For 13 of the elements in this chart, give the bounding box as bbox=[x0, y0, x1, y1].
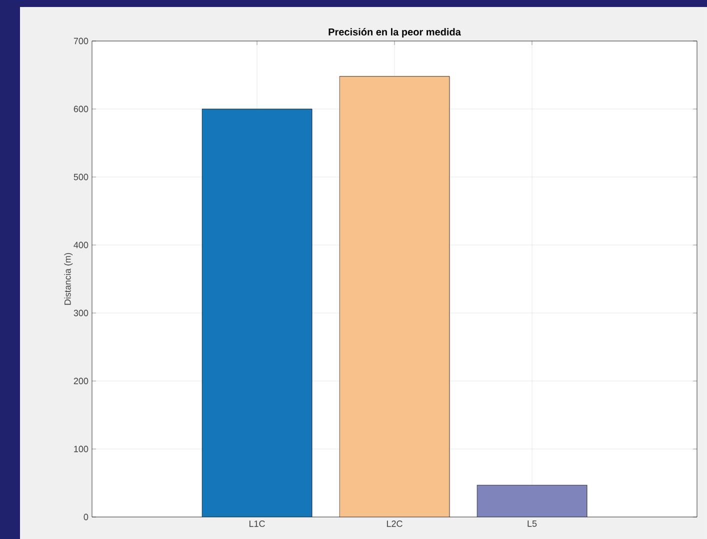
x-tick-label: L1C bbox=[249, 520, 265, 527]
y-tick-label: 400 bbox=[74, 242, 88, 248]
y-tick-label: 100 bbox=[74, 446, 88, 452]
y-tick-label: 0 bbox=[84, 514, 88, 520]
chart-title: Precisión en la peor medida bbox=[328, 28, 461, 38]
y-tick-label: 300 bbox=[74, 310, 88, 316]
y-tick-label: 200 bbox=[74, 378, 88, 384]
x-tick-label: L2C bbox=[386, 520, 402, 527]
y-tick-label: 500 bbox=[74, 174, 88, 180]
y-axis-title: Distancia (m) bbox=[64, 253, 73, 305]
y-tick-label: 700 bbox=[74, 38, 88, 44]
y-tick-label: 600 bbox=[74, 106, 88, 112]
x-tick-label: L5 bbox=[528, 520, 537, 527]
